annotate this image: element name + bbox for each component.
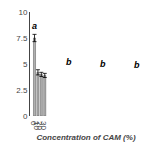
svg-text:a: a xyxy=(32,21,37,31)
svg-text:10: 10 xyxy=(32,121,41,130)
svg-text:b: b xyxy=(100,59,106,69)
svg-text:10: 10 xyxy=(18,8,27,17)
svg-text:0: 0 xyxy=(23,112,28,121)
svg-text:0: 0 xyxy=(29,121,38,126)
svg-text:b: b xyxy=(66,57,72,67)
svg-text:5: 5 xyxy=(23,60,28,69)
svg-text:2.5: 2.5 xyxy=(16,86,28,95)
svg-text:20: 20 xyxy=(35,121,44,130)
svg-text:7.5: 7.5 xyxy=(16,34,28,43)
svg-text:30: 30 xyxy=(39,121,48,130)
svg-text:b: b xyxy=(134,60,140,70)
svg-text:Concentration of CAM (%): Concentration of CAM (%) xyxy=(36,133,135,142)
